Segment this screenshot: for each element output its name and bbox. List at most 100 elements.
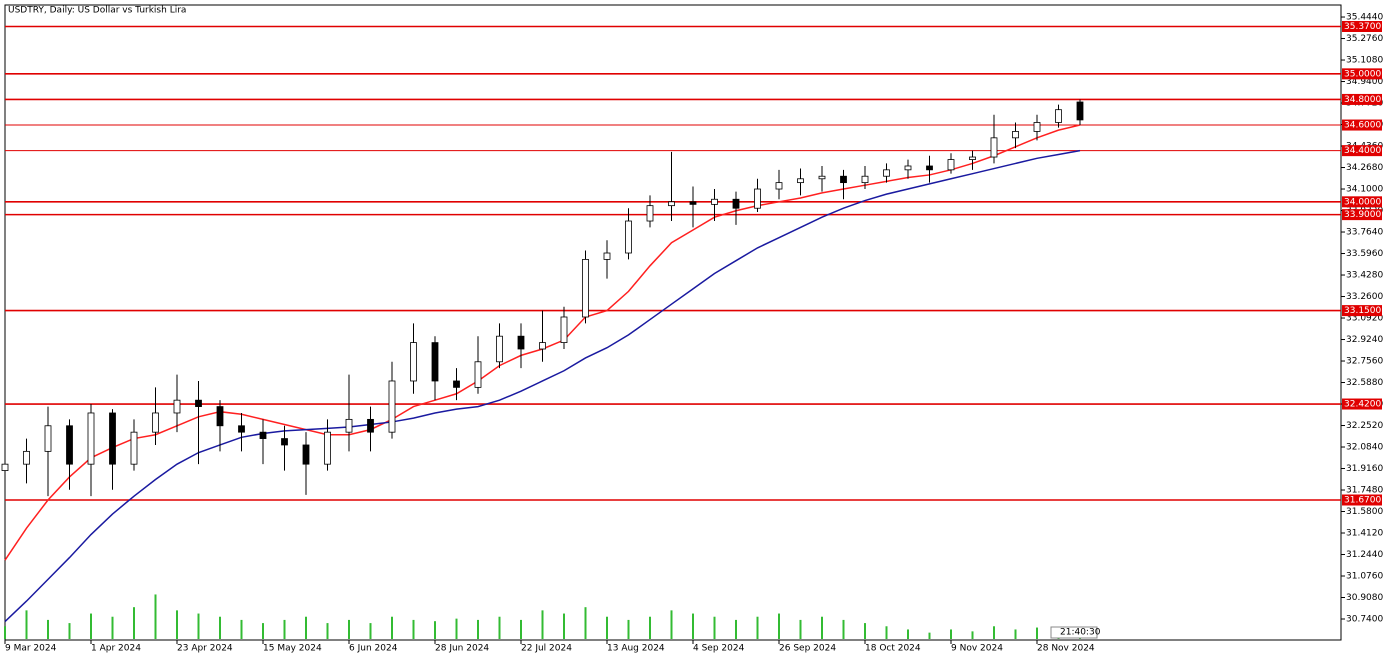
candle-body [23,450,30,465]
x-tick-label: 18 Oct 2024 [865,644,921,654]
volume-bar [1036,627,1038,639]
candle-body [775,182,783,190]
volume-bar [563,613,565,639]
candle-body [732,198,740,209]
candle-body [173,399,181,414]
time-box [1050,626,1098,639]
y-tick-label: 31.0760 [1346,572,1383,582]
volume-bar [627,619,630,639]
volume-bar [412,619,415,639]
candle-body [517,335,525,350]
candle-body [926,165,933,171]
time-label: 21:40:30 [1060,628,1101,638]
candle-body [560,316,568,343]
volume-bar [799,619,802,639]
volume-bar [4,626,6,639]
candle-body [1,463,9,471]
level-label-box [1342,20,1382,32]
y-tick-label: 34.2680 [1346,163,1383,173]
x-tick-label: 1 Apr 2024 [91,644,141,654]
volume-bar [68,623,71,639]
candle-body [711,198,718,205]
candle-body [44,425,52,452]
volume-bar [907,629,909,639]
y-tick-label: 33.4280 [1346,271,1383,281]
level-label-box [1342,398,1382,410]
x-tick-label: 9 Nov 2024 [951,644,1003,654]
volume-bar [111,616,114,639]
volume-bar [90,613,92,639]
volume-bar [541,610,544,639]
x-tick-label: 23 Apr 2024 [177,644,233,654]
volume-bar [1014,629,1017,639]
volume-bar [649,616,651,639]
y-tick-label: 32.2520 [1346,421,1383,431]
candle-body [625,220,632,254]
y-tick-label: 32.5880 [1346,378,1383,388]
y-tick-label: 35.1080 [1346,56,1383,66]
y-tick-label: 31.9160 [1346,464,1383,474]
volume-bar [864,623,866,639]
volume-bar [993,626,995,639]
volume-bar [713,616,716,639]
candle-body [904,165,912,171]
candle-body [496,335,503,363]
volume-bar [154,594,157,639]
level-label: 32.4200 [1344,400,1381,410]
candle-body [238,425,245,433]
volume-bar [498,616,501,639]
candle-body [1033,122,1041,132]
x-tick-label: 26 Sep 2024 [779,644,836,654]
volume-bar [692,613,694,639]
volume-bar [842,619,845,639]
level-label: 35.3700 [1344,22,1381,32]
volume-bar [950,629,952,639]
y-tick-label: 33.7640 [1346,228,1383,238]
y-tick-label: 31.2440 [1346,550,1383,560]
candle-body [947,159,955,171]
level-label-box [1342,209,1382,221]
level-label: 33.1500 [1344,306,1381,316]
y-tick-label: 32.0840 [1346,443,1383,453]
level-label: 33.9000 [1344,210,1381,220]
y-tick-label: 35.2760 [1346,34,1383,44]
volume-bar [520,619,522,639]
candle-body [840,175,847,184]
x-tick-label: 6 Jun 2024 [349,644,398,654]
candle-body [367,418,374,433]
volume-bar [455,618,458,639]
candle-body [345,418,353,433]
y-tick-label: 34.1000 [1346,185,1383,195]
y-tick-label: 30.9080 [1346,593,1383,603]
volume-bar [477,619,479,639]
y-tick-label: 32.9240 [1346,335,1383,345]
volume-bar [326,623,329,639]
volume-bar [348,619,350,639]
candle-body [582,259,589,318]
volume-bar [25,610,28,639]
y-tick-label: 31.4120 [1346,529,1383,539]
candle-body [668,201,675,207]
level-label-box [1342,145,1382,157]
y-tick-label: 32.7560 [1346,357,1383,367]
volume-bar [971,631,974,639]
candle-body [689,201,697,205]
candle-body [66,425,73,465]
x-tick-label: 28 Jun 2024 [435,644,489,654]
volume-bar [305,616,307,639]
plot-frame [4,4,1342,641]
candle-body [883,169,890,177]
x-tick-label: 4 Sep 2024 [693,644,745,654]
volume-bar [369,623,372,639]
candle-body [259,431,267,439]
candle-body [474,361,482,388]
candle-body [152,412,159,433]
candle-body [990,137,998,158]
volume-bar [176,610,178,639]
volume-bar [821,616,823,639]
volume-bar [47,619,49,639]
candle-body [754,188,761,209]
x-tick-label: 13 Aug 2024 [607,644,665,654]
y-tick-label: 31.7480 [1346,486,1383,496]
volume-bar [391,616,393,639]
